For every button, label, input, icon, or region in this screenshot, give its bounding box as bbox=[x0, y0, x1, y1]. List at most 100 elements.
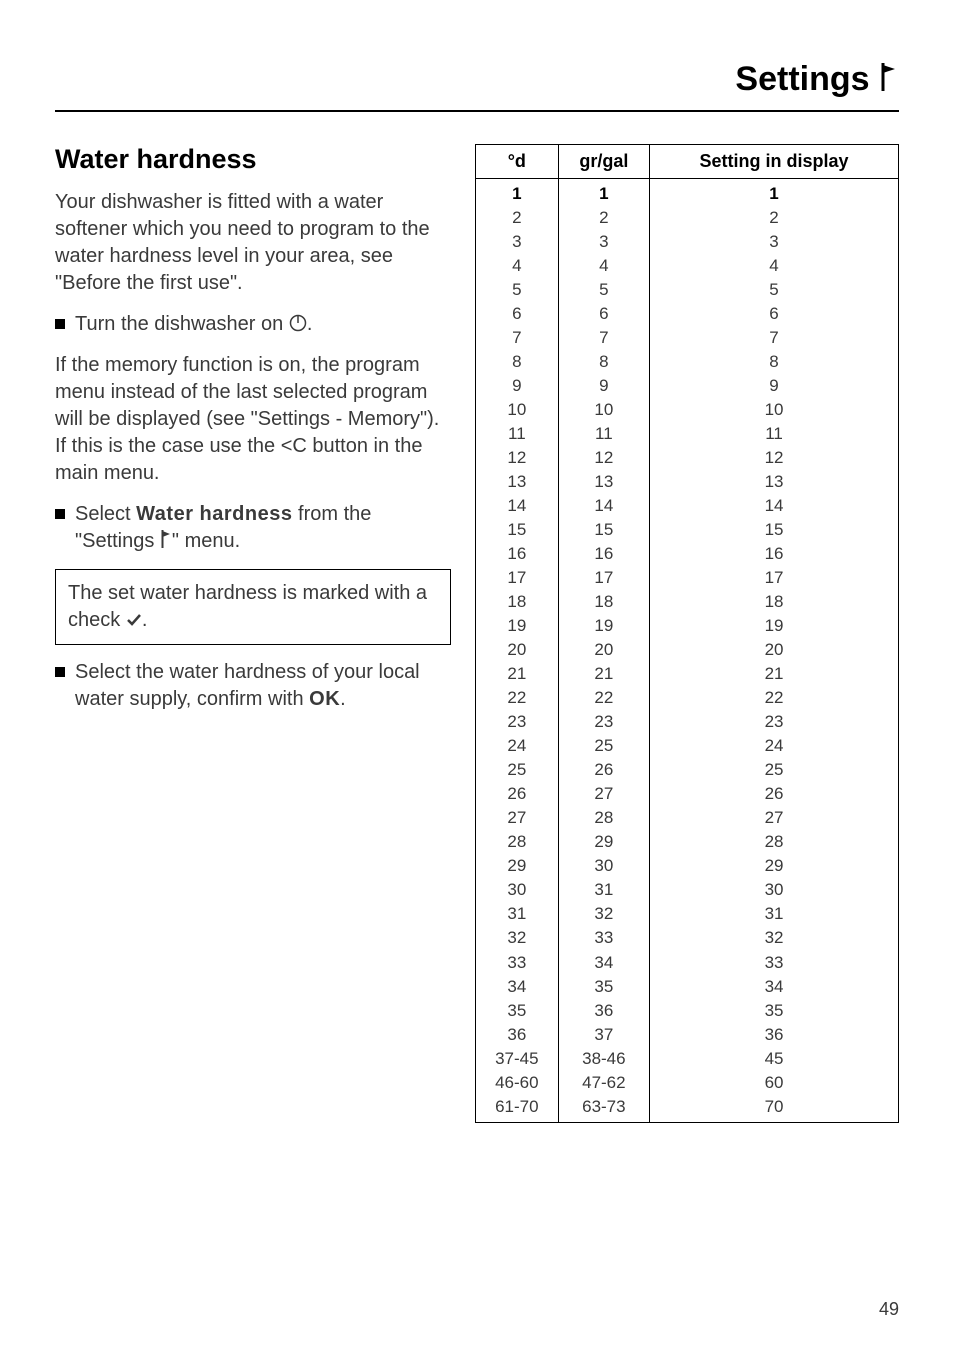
table-row: 262726 bbox=[476, 783, 899, 807]
table-row: 323332 bbox=[476, 927, 899, 951]
table-cell: 22 bbox=[476, 686, 559, 710]
table-cell: 1 bbox=[650, 178, 899, 206]
table-row: 999 bbox=[476, 374, 899, 398]
table-cell: 7 bbox=[558, 326, 649, 350]
bullet-icon bbox=[55, 509, 65, 519]
table-cell: 14 bbox=[650, 494, 899, 518]
table-cell: 36 bbox=[558, 999, 649, 1023]
table-cell: 13 bbox=[650, 470, 899, 494]
table-cell: 15 bbox=[650, 518, 899, 542]
bullet-icon bbox=[55, 319, 65, 329]
table-cell: 4 bbox=[558, 254, 649, 278]
table-row: 666 bbox=[476, 302, 899, 326]
table-cell: 4 bbox=[476, 254, 559, 278]
ok-button-label: OK bbox=[309, 688, 340, 710]
settings-flag-icon bbox=[160, 529, 172, 549]
step-text: Turn the dishwasher on bbox=[75, 313, 289, 335]
table-cell: 33 bbox=[650, 951, 899, 975]
table-row: 888 bbox=[476, 350, 899, 374]
table-cell: 19 bbox=[558, 614, 649, 638]
table-row: 212121 bbox=[476, 662, 899, 686]
table-row: 777 bbox=[476, 326, 899, 350]
table-cell: 20 bbox=[650, 638, 899, 662]
table-row: 46-6047-6260 bbox=[476, 1071, 899, 1095]
table-cell: 33 bbox=[558, 927, 649, 951]
table-row: 333 bbox=[476, 230, 899, 254]
table-cell: 30 bbox=[476, 879, 559, 903]
power-icon bbox=[289, 314, 307, 332]
table-cell: 6 bbox=[558, 302, 649, 326]
table-cell: 17 bbox=[650, 566, 899, 590]
table-cell: 12 bbox=[650, 446, 899, 470]
table-cell: 14 bbox=[476, 494, 559, 518]
bullet-icon bbox=[55, 667, 65, 677]
table-cell: 29 bbox=[476, 855, 559, 879]
col-degrees: °d bbox=[476, 144, 559, 178]
header-title: Settings bbox=[735, 60, 869, 98]
table-cell: 24 bbox=[650, 734, 899, 758]
table-cell: 25 bbox=[476, 758, 559, 782]
back-button-code: <C bbox=[281, 435, 307, 457]
table-row: 111 bbox=[476, 178, 899, 206]
table-row: 444 bbox=[476, 254, 899, 278]
table-cell: 32 bbox=[476, 927, 559, 951]
table-cell: 3 bbox=[558, 230, 649, 254]
table-cell: 1 bbox=[558, 178, 649, 206]
table-cell: 29 bbox=[558, 831, 649, 855]
table-cell: 27 bbox=[650, 807, 899, 831]
table-cell: 25 bbox=[558, 734, 649, 758]
table-cell: 3 bbox=[476, 230, 559, 254]
table-cell: 26 bbox=[476, 783, 559, 807]
table-cell: 28 bbox=[650, 831, 899, 855]
hardness-table: °d gr/gal Setting in display 11122233344… bbox=[475, 144, 899, 1124]
table-cell: 34 bbox=[650, 975, 899, 999]
table-cell: 7 bbox=[650, 326, 899, 350]
menu-item-water-hardness: Water hardness bbox=[136, 503, 292, 525]
table-cell: 5 bbox=[650, 278, 899, 302]
table-cell: 16 bbox=[558, 542, 649, 566]
table-cell: 23 bbox=[476, 710, 559, 734]
table-cell: 12 bbox=[558, 446, 649, 470]
table-cell: 47-62 bbox=[558, 1071, 649, 1095]
table-cell: 37 bbox=[558, 1023, 649, 1047]
table-cell: 8 bbox=[650, 350, 899, 374]
table-cell: 38-46 bbox=[558, 1047, 649, 1071]
step-turn-on: Turn the dishwasher on . bbox=[55, 311, 451, 338]
col-setting: Setting in display bbox=[650, 144, 899, 178]
table-cell: 6 bbox=[476, 302, 559, 326]
table-cell: 7 bbox=[476, 326, 559, 350]
table-cell: 31 bbox=[558, 879, 649, 903]
table-row: 222222 bbox=[476, 686, 899, 710]
page-number: 49 bbox=[879, 1299, 899, 1320]
table-cell: 23 bbox=[558, 710, 649, 734]
table-cell: 22 bbox=[650, 686, 899, 710]
table-cell: 70 bbox=[650, 1095, 899, 1123]
table-row: 181818 bbox=[476, 590, 899, 614]
step-select-hardness: Select Water hardness from the "Settings… bbox=[55, 501, 451, 555]
table-cell: 11 bbox=[476, 422, 559, 446]
table-cell: 16 bbox=[650, 542, 899, 566]
table-cell: 27 bbox=[476, 807, 559, 831]
table-cell: 5 bbox=[476, 278, 559, 302]
table-cell: 34 bbox=[558, 951, 649, 975]
table-row: 111111 bbox=[476, 422, 899, 446]
table-cell: 27 bbox=[558, 783, 649, 807]
col-grgal: gr/gal bbox=[558, 144, 649, 178]
table-cell: 2 bbox=[650, 206, 899, 230]
table-cell: 63-73 bbox=[558, 1095, 649, 1123]
settings-flag-icon bbox=[879, 61, 899, 102]
intro-paragraph: Your dishwasher is fitted with a water s… bbox=[55, 189, 451, 297]
table-cell: 4 bbox=[650, 254, 899, 278]
table-row: 303130 bbox=[476, 879, 899, 903]
table-cell: 9 bbox=[476, 374, 559, 398]
table-cell: 34 bbox=[476, 975, 559, 999]
table-cell: 10 bbox=[558, 398, 649, 422]
table-row: 151515 bbox=[476, 518, 899, 542]
table-cell: 13 bbox=[558, 470, 649, 494]
table-cell: 21 bbox=[558, 662, 649, 686]
table-cell: 16 bbox=[476, 542, 559, 566]
table-cell: 23 bbox=[650, 710, 899, 734]
table-row: 222 bbox=[476, 206, 899, 230]
table-row: 313231 bbox=[476, 903, 899, 927]
table-cell: 17 bbox=[476, 566, 559, 590]
